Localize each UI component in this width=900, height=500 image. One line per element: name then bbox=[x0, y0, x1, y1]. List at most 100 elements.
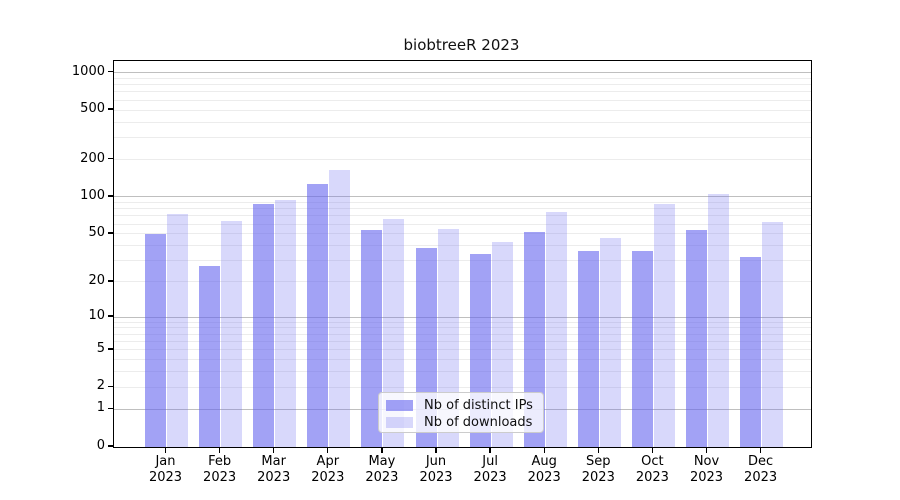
x-tick-label-feb-2023: Feb 2023 bbox=[188, 454, 252, 486]
x-tick-label-mar-2023: Mar 2023 bbox=[242, 454, 306, 486]
bar-downloads-oct bbox=[653, 203, 675, 447]
gridline-minor-60 bbox=[114, 223, 811, 225]
bar-downloads-dec bbox=[762, 222, 784, 447]
gridline-minor-4 bbox=[114, 359, 811, 361]
y-tick-100 bbox=[108, 195, 113, 197]
x-tick-label-dec-2023: Dec 2023 bbox=[729, 454, 793, 486]
x-label-year: 2023 bbox=[419, 470, 453, 485]
y-tick-label-100: 100 bbox=[80, 187, 105, 203]
x-tick-oct bbox=[651, 447, 654, 453]
bar-downloads-aug bbox=[545, 212, 567, 447]
y-tick-label-50: 50 bbox=[88, 224, 105, 240]
y-tick-label-20: 20 bbox=[88, 272, 105, 288]
x-tick-label-oct-2023: Oct 2023 bbox=[620, 454, 684, 486]
x-tick-nov bbox=[705, 447, 708, 453]
legend-swatch-downloads bbox=[386, 416, 413, 428]
bar-distinct-ips-apr bbox=[307, 184, 329, 447]
x-tick-sep bbox=[597, 447, 599, 453]
gridline-major-100 bbox=[114, 196, 811, 198]
x-tick-label-apr-2023: Apr 2023 bbox=[296, 454, 360, 486]
gridline-minor-5 bbox=[114, 349, 811, 351]
x-tick-label-may-2023: May 2023 bbox=[350, 454, 414, 486]
y-tick-label-1: 1 bbox=[96, 400, 105, 416]
gridline-minor-900 bbox=[114, 77, 811, 79]
legend-label-distinct-ips: Nb of distinct IPs bbox=[424, 397, 533, 413]
x-label-year: 2023 bbox=[635, 470, 669, 485]
bar-downloads-nov bbox=[708, 194, 729, 447]
x-label-year: 2023 bbox=[365, 470, 399, 485]
y-tick-20 bbox=[108, 280, 113, 282]
x-label-year: 2023 bbox=[148, 470, 183, 485]
x-label-year: 2023 bbox=[311, 470, 345, 485]
x-label-month: Feb bbox=[208, 454, 232, 469]
bar-downloads-jan bbox=[167, 214, 188, 447]
x-tick-feb bbox=[218, 447, 221, 453]
bar-downloads-sep bbox=[599, 238, 621, 447]
x-label-month: Sep bbox=[586, 454, 611, 469]
y-tick-2 bbox=[108, 385, 113, 388]
gridline-minor-800 bbox=[114, 84, 811, 86]
y-tick-label-5: 5 bbox=[96, 340, 105, 356]
bar-downloads-may bbox=[383, 219, 405, 447]
x-label-month: Jun bbox=[425, 454, 447, 469]
x-tick-jan bbox=[164, 447, 167, 453]
gridline-minor-200 bbox=[114, 159, 811, 161]
gridline-minor-50 bbox=[114, 233, 811, 235]
x-label-month: Dec bbox=[748, 454, 774, 469]
y-tick-1 bbox=[108, 407, 113, 410]
x-label-year: 2023 bbox=[527, 470, 561, 485]
x-label-year: 2023 bbox=[257, 470, 291, 485]
gridline-minor-600 bbox=[114, 99, 811, 101]
gridline-minor-400 bbox=[114, 121, 811, 123]
bar-distinct-ips-mar bbox=[253, 204, 275, 447]
gridline-major-1000 bbox=[114, 72, 811, 74]
bar-distinct-ips-oct bbox=[631, 251, 653, 447]
legend-item-distinct-ips: Nb of distinct IPs bbox=[386, 397, 536, 413]
y-tick-1000 bbox=[108, 70, 113, 73]
bar-downloads-apr bbox=[329, 169, 351, 447]
legend-item-downloads: Nb of downloads bbox=[386, 414, 536, 430]
y-tick-label-10: 10 bbox=[88, 308, 105, 324]
x-label-year: 2023 bbox=[473, 470, 507, 485]
x-tick-label-sep-2023: Sep 2023 bbox=[566, 454, 630, 486]
legend: Nb of distinct IPs Nb of downloads bbox=[378, 392, 544, 433]
x-label-year: 2023 bbox=[689, 470, 724, 485]
x-label-month: Jul bbox=[482, 454, 498, 469]
bar-distinct-ips-sep bbox=[577, 251, 599, 447]
x-tick-label-jun-2023: Jun 2023 bbox=[404, 454, 468, 486]
x-tick-jun bbox=[435, 447, 437, 453]
gridline-minor-3 bbox=[114, 371, 811, 373]
x-tick-may bbox=[381, 447, 383, 453]
x-tick-aug bbox=[543, 447, 545, 453]
bar-distinct-ips-jan bbox=[145, 233, 166, 447]
y-tick-5 bbox=[108, 348, 113, 350]
y-tick-label-0: 0 bbox=[96, 438, 105, 453]
y-tick-200 bbox=[108, 157, 113, 160]
gridline-minor-2 bbox=[114, 386, 811, 388]
x-tick-label-aug-2023: Aug 2023 bbox=[512, 454, 576, 486]
gridline-minor-9 bbox=[114, 321, 811, 323]
y-tick-label-500: 500 bbox=[80, 101, 105, 117]
y-tick-label-1000: 1000 bbox=[71, 63, 105, 79]
x-tick-mar bbox=[273, 447, 275, 453]
gridline-minor-80 bbox=[114, 208, 811, 210]
gridline-minor-30 bbox=[114, 260, 811, 262]
y-tick-10 bbox=[108, 315, 113, 317]
legend-swatch-distinct-ips bbox=[386, 399, 413, 411]
x-label-month: Apr bbox=[316, 454, 340, 469]
y-tick-label-2: 2 bbox=[96, 378, 105, 394]
x-tick-label-nov-2023: Nov 2023 bbox=[675, 454, 739, 486]
y-tick-500 bbox=[108, 108, 113, 110]
gridline-major-10 bbox=[114, 316, 811, 318]
gridline-minor-40 bbox=[114, 245, 811, 247]
chart-title: biobtreeR 2023 bbox=[403, 36, 520, 54]
gridline-minor-8 bbox=[114, 327, 811, 329]
y-tick-50 bbox=[108, 232, 113, 234]
legend-label-downloads: Nb of downloads bbox=[424, 414, 533, 430]
x-label-year: 2023 bbox=[581, 470, 615, 485]
x-tick-jul bbox=[489, 447, 491, 453]
gridline-minor-70 bbox=[114, 215, 811, 217]
x-tick-label-jan-2023: Jan 2023 bbox=[134, 454, 198, 486]
x-label-month: Aug bbox=[531, 454, 557, 469]
